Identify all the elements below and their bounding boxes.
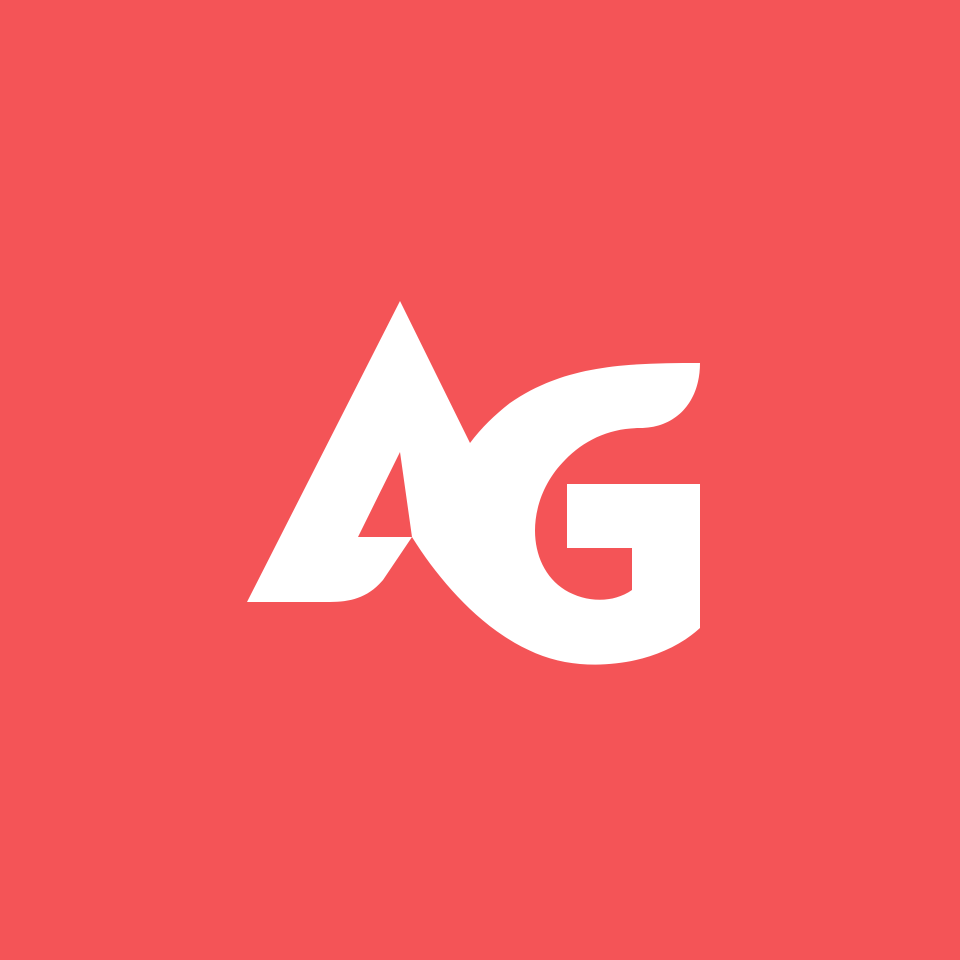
letter-a-shape — [247, 301, 700, 665]
